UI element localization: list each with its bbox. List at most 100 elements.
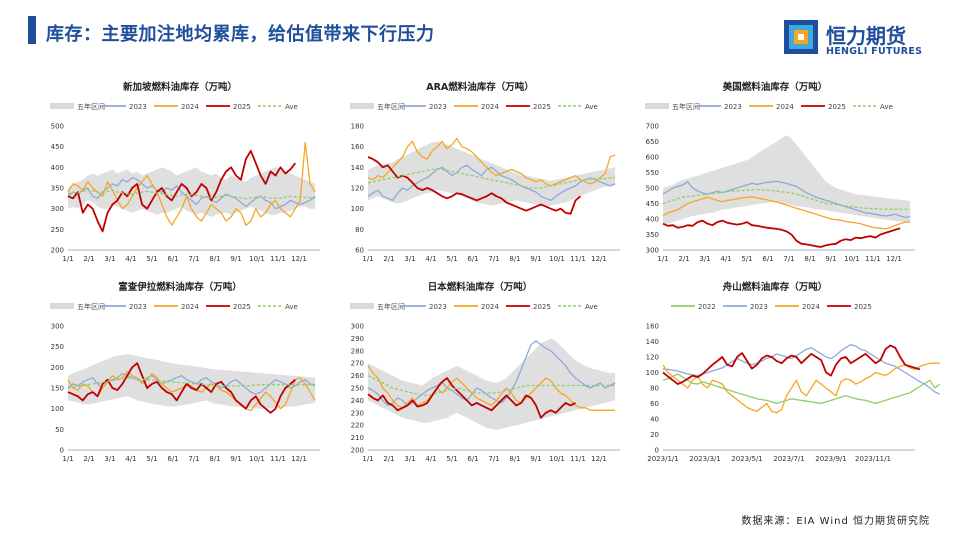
x-tick-label: 1/1	[657, 255, 668, 263]
x-tick-label: 8/1	[509, 455, 520, 463]
y-tick-label: 80	[650, 385, 659, 393]
legend-item: 2025	[206, 103, 251, 111]
legend-label: 2024	[181, 103, 199, 111]
legend-swatch	[645, 103, 669, 109]
y-tick-label: 80	[355, 226, 364, 234]
y-tick-label: 250	[351, 385, 364, 393]
legend-label: 2023	[429, 303, 447, 311]
x-tick-label: 3/1	[104, 255, 115, 263]
chart-title: 日本燃料油库存（万吨）	[428, 281, 533, 293]
legend-swatch	[350, 103, 374, 109]
logo-text-cn: 恒力期货	[826, 24, 906, 48]
legend-item: 2024	[454, 103, 499, 111]
chart-title: 富查伊拉燃料油库存（万吨）	[118, 281, 242, 293]
legend-item: 2025	[506, 103, 551, 111]
y-tick-label: 160	[646, 323, 659, 331]
legend-item: 2023	[402, 103, 447, 111]
x-tick-label: 1/1	[62, 455, 73, 463]
x-tick-label: 8/1	[209, 455, 220, 463]
y-tick-label: 300	[51, 205, 64, 213]
x-tick-label: 2/1	[83, 455, 94, 463]
legend-item: 五年区间	[350, 302, 405, 311]
legend-swatch	[50, 303, 74, 309]
x-tick-label: 5/1	[741, 255, 752, 263]
x-tick-label: 12/1	[591, 455, 607, 463]
y-tick-label: 290	[351, 335, 364, 343]
x-tick-label: 2023/9/1	[815, 455, 846, 463]
x-tick-label: 12/1	[886, 255, 902, 263]
y-tick-label: 450	[646, 200, 659, 208]
x-tick-label: 2023/3/1	[689, 455, 720, 463]
x-tick-label: 11/1	[865, 255, 881, 263]
y-tick-label: 140	[646, 338, 659, 346]
y-tick-label: 300	[646, 247, 659, 255]
series-line-2024	[662, 362, 940, 414]
x-tick-label: 7/1	[188, 455, 199, 463]
y-tick-label: 300	[351, 323, 364, 331]
legend-label: 五年区间	[377, 102, 405, 111]
y-tick-label: 100	[646, 369, 659, 377]
legend-label: 2025	[233, 103, 251, 111]
series-line-2025	[662, 344, 921, 385]
legend-label: 2025	[533, 103, 551, 111]
x-tick-label: 6/1	[167, 255, 178, 263]
chart-singapore: 新加坡燃料油库存（万吨） 五年区间 2023 2024 2025 Ave 500 450 400…	[50, 81, 320, 263]
y-tick-label: 450	[51, 143, 64, 151]
y-tick-label: 60	[355, 247, 364, 255]
series-line-2023	[662, 180, 911, 219]
legend-item: 2024	[154, 303, 199, 311]
series-line-2024	[67, 370, 316, 412]
legend-item: 2025	[801, 103, 846, 111]
legend-item: 2023	[402, 303, 447, 311]
page-title: 库存：主要加注地均累库，给估值带来下行压力	[46, 24, 435, 45]
chart-fujairah: 富查伊拉燃料油库存（万吨） 五年区间 2023 2024 2025 Ave 300 250 20…	[50, 281, 320, 463]
y-tick-label: 100	[51, 405, 64, 413]
x-tick-label: 6/1	[762, 255, 773, 263]
y-tick-label: 140	[351, 164, 364, 172]
x-tick-label: 8/1	[509, 255, 520, 263]
legend-label: Ave	[585, 103, 598, 111]
y-tick-label: 0	[60, 447, 64, 455]
series-line-2025	[367, 377, 576, 419]
x-tick-label: 1/1	[62, 255, 73, 263]
x-tick-label: 5/1	[446, 255, 457, 263]
legend-item: Ave	[558, 303, 598, 311]
x-tick-label: 11/1	[270, 255, 286, 263]
x-tick-label: 2/1	[678, 255, 689, 263]
legend-item: 2025	[206, 303, 251, 311]
chart-title: ARA燃料油库存（万吨）	[426, 81, 534, 93]
legend-item: 2025	[827, 303, 872, 311]
y-tick-label: 400	[51, 164, 64, 172]
chart-title: 新加坡燃料油库存（万吨）	[123, 81, 237, 93]
y-tick-label: 300	[51, 323, 64, 331]
y-tick-label: 200	[51, 247, 64, 255]
y-tick-label: 160	[351, 143, 364, 151]
x-tick-label: 5/1	[446, 455, 457, 463]
legend-label: Ave	[285, 103, 298, 111]
series-line-2025	[662, 219, 901, 248]
x-tick-label: 10/1	[844, 255, 860, 263]
y-tick-label: 120	[351, 185, 364, 193]
legend-item: 2024	[454, 303, 499, 311]
y-tick-label: 40	[650, 416, 659, 424]
x-tick-label: 8/1	[209, 255, 220, 263]
x-tick-label: 2/1	[383, 455, 394, 463]
legend-label: 五年区间	[377, 302, 405, 311]
legend-label: 2025	[233, 303, 251, 311]
series-line-2022	[662, 373, 941, 405]
legend-label: 2025	[533, 303, 551, 311]
five-year-range-band	[368, 141, 616, 207]
x-tick-label: 11/1	[270, 455, 286, 463]
y-tick-label: 120	[646, 354, 659, 362]
legend-item: 2023	[723, 303, 768, 311]
x-tick-label: 12/1	[291, 455, 307, 463]
y-tick-label: 700	[646, 123, 659, 131]
y-tick-label: 350	[646, 231, 659, 239]
x-tick-label: 3/1	[104, 455, 115, 463]
series-line-2023	[367, 164, 616, 202]
legend-label: 2023	[129, 103, 147, 111]
series-line-2025	[67, 362, 296, 414]
legend-label: 五年区间	[77, 102, 105, 111]
y-tick-label: 180	[351, 123, 364, 131]
legend-label: 2023	[750, 303, 768, 311]
